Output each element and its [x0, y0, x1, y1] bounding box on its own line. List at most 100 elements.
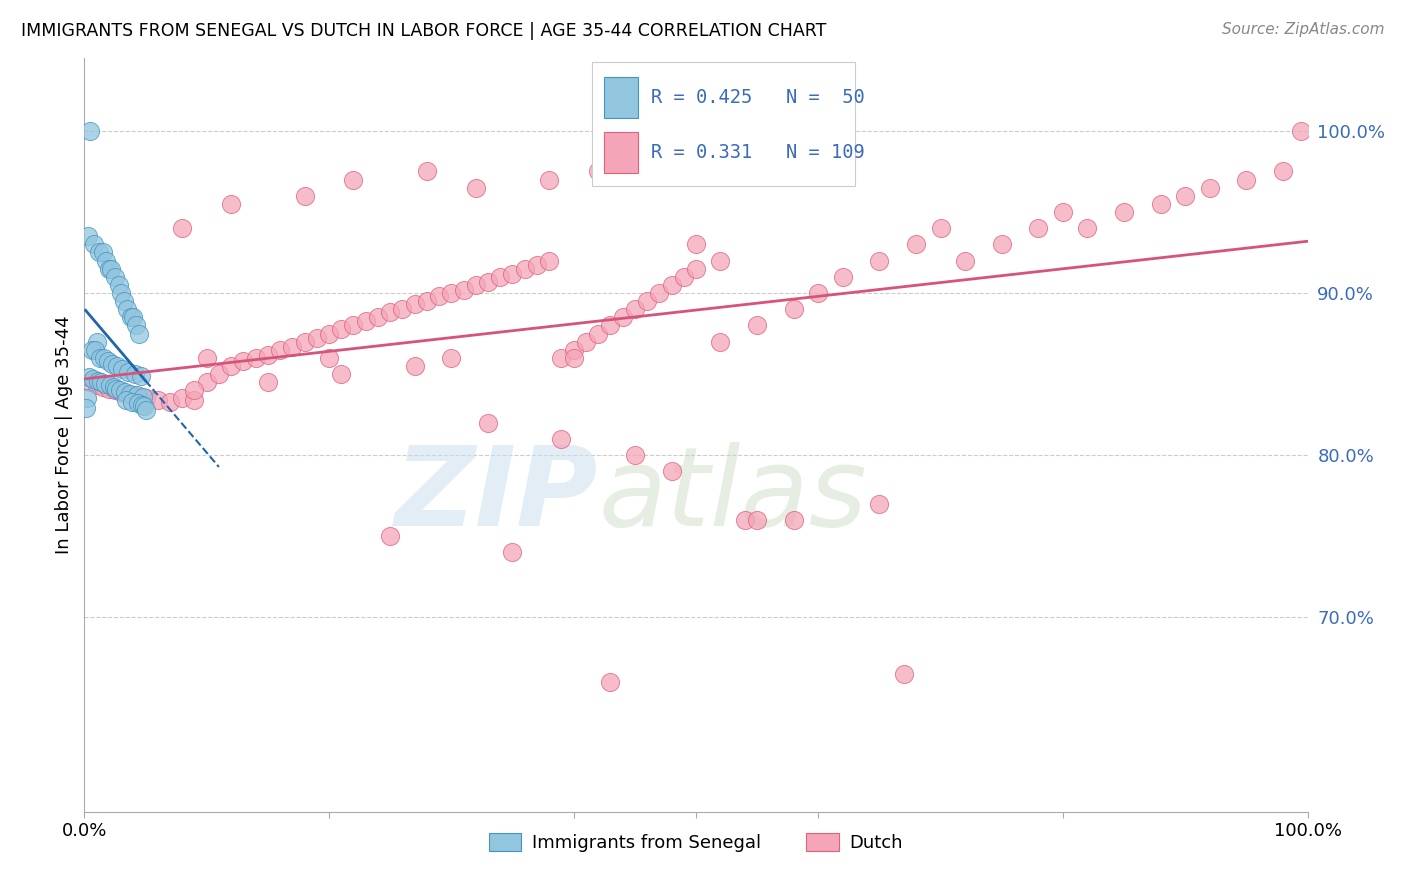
- Point: [183, 392, 205, 407]
- Point: [121, 394, 143, 409]
- Point: [416, 164, 439, 178]
- Point: [122, 310, 145, 325]
- Text: R = 0.425   N =  50: R = 0.425 N = 50: [651, 87, 865, 107]
- Point: [502, 267, 524, 281]
- Point: [108, 384, 131, 398]
- Point: [146, 392, 169, 407]
- Point: [538, 253, 561, 268]
- Point: [477, 416, 499, 430]
- Point: [624, 448, 647, 462]
- Point: [575, 334, 598, 349]
- Point: [869, 253, 891, 268]
- Point: [101, 357, 124, 371]
- Point: [281, 339, 304, 353]
- Point: [195, 375, 218, 389]
- Point: [562, 351, 585, 365]
- Point: [1150, 197, 1173, 211]
- Point: [232, 354, 254, 368]
- Point: [104, 384, 127, 398]
- Point: [82, 372, 104, 386]
- Point: [110, 384, 132, 399]
- Point: [96, 253, 118, 268]
- Point: [905, 237, 928, 252]
- Point: [929, 221, 952, 235]
- Point: [183, 384, 205, 398]
- Point: [257, 375, 280, 389]
- Point: [86, 378, 108, 392]
- Point: [135, 402, 157, 417]
- Point: [105, 382, 128, 396]
- Point: [991, 237, 1014, 252]
- Point: [159, 394, 181, 409]
- Point: [440, 285, 463, 300]
- Text: R = 0.331   N = 109: R = 0.331 N = 109: [651, 143, 865, 161]
- Point: [1076, 221, 1098, 235]
- Point: [354, 313, 377, 327]
- Point: [624, 302, 647, 317]
- Point: [807, 285, 830, 300]
- Point: [110, 285, 132, 300]
- Point: [129, 368, 152, 383]
- Point: [79, 124, 101, 138]
- Bar: [605, 77, 638, 119]
- Point: [734, 513, 756, 527]
- Point: [661, 464, 683, 478]
- Point: [111, 362, 134, 376]
- Y-axis label: In Labor Force | Age 35-44: In Labor Force | Age 35-44: [55, 316, 73, 554]
- Point: [586, 164, 609, 178]
- Point: [380, 305, 402, 319]
- Point: [76, 392, 98, 406]
- Point: [1272, 164, 1295, 178]
- Point: [91, 245, 114, 260]
- Point: [97, 354, 120, 368]
- Point: [77, 370, 100, 384]
- Point: [526, 259, 548, 273]
- Point: [869, 497, 891, 511]
- Point: [87, 374, 110, 388]
- Text: atlas: atlas: [598, 442, 866, 549]
- Point: [440, 351, 463, 365]
- Point: [709, 253, 731, 268]
- Point: [550, 432, 572, 446]
- Point: [294, 334, 316, 349]
- Point: [86, 334, 108, 349]
- Point: [1114, 205, 1136, 219]
- Point: [599, 675, 621, 690]
- Point: [305, 331, 328, 345]
- Point: [1174, 188, 1197, 202]
- Point: [464, 277, 486, 292]
- Point: [97, 261, 120, 276]
- Legend: Immigrants from Senegal, Dutch: Immigrants from Senegal, Dutch: [481, 825, 911, 859]
- Point: [318, 351, 340, 365]
- Point: [208, 367, 231, 381]
- Point: [128, 326, 150, 341]
- Point: [477, 275, 499, 289]
- Point: [1052, 205, 1074, 219]
- Point: [404, 297, 426, 311]
- Point: [80, 343, 103, 357]
- Point: [172, 221, 194, 235]
- Point: [661, 277, 683, 292]
- Point: [127, 396, 149, 410]
- Point: [330, 321, 353, 335]
- Point: [464, 180, 486, 194]
- Point: [257, 348, 280, 362]
- Point: [114, 384, 136, 399]
- Point: [550, 351, 572, 365]
- Point: [513, 261, 536, 276]
- Point: [404, 359, 426, 373]
- Point: [685, 261, 707, 276]
- Point: [115, 386, 138, 401]
- Point: [172, 392, 194, 406]
- Point: [120, 310, 142, 325]
- Point: [1028, 221, 1050, 235]
- Point: [134, 400, 156, 414]
- Point: [104, 269, 127, 284]
- Point: [128, 390, 150, 404]
- Point: [893, 667, 915, 681]
- FancyBboxPatch shape: [592, 62, 855, 186]
- Point: [115, 302, 138, 317]
- Point: [747, 513, 769, 527]
- Point: [342, 318, 364, 333]
- Point: [294, 188, 316, 202]
